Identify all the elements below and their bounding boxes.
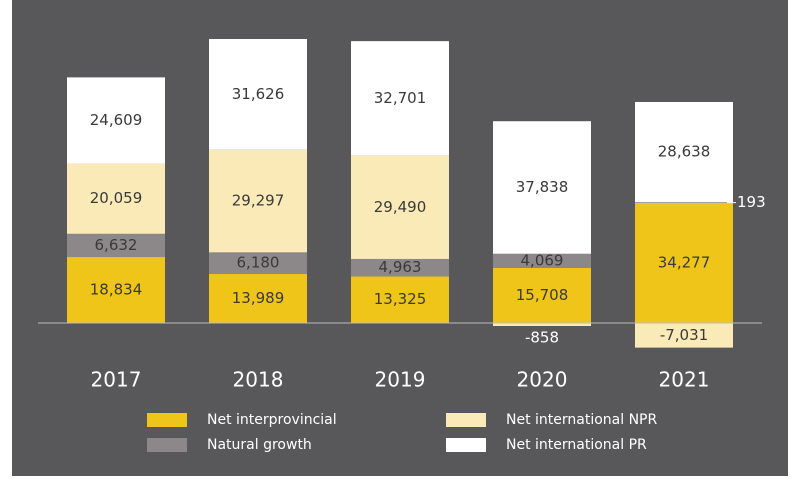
bar-segment bbox=[67, 77, 165, 164]
legend-label: Net international NPR bbox=[506, 412, 658, 428]
legend-swatch bbox=[446, 438, 486, 452]
legend-label: Natural growth bbox=[207, 437, 312, 453]
value-label: 34,277 bbox=[658, 253, 711, 271]
value-label: -7,031 bbox=[660, 326, 708, 344]
bar-segment bbox=[635, 323, 733, 348]
value-label: 13,325 bbox=[374, 290, 427, 308]
value-label: 29,490 bbox=[374, 198, 427, 216]
bar-segment bbox=[209, 39, 307, 150]
x-tick-label: 2020 bbox=[517, 368, 568, 392]
bar-segment bbox=[351, 41, 449, 156]
value-label: 6,180 bbox=[237, 254, 280, 272]
legend-label: Net interprovincial bbox=[207, 412, 337, 428]
legend-swatch bbox=[147, 438, 187, 452]
bar-segment bbox=[351, 155, 449, 259]
value-label: 6,632 bbox=[95, 236, 138, 254]
x-tick-label: 2019 bbox=[375, 368, 426, 392]
bar-segment bbox=[209, 252, 307, 275]
value-label: 24,609 bbox=[90, 111, 143, 129]
bar-segment bbox=[493, 121, 591, 254]
bar-segment bbox=[209, 149, 307, 253]
value-label: 20,059 bbox=[90, 189, 143, 207]
value-label: 29,297 bbox=[232, 192, 285, 210]
legend-swatch bbox=[446, 413, 486, 427]
value-label: -858 bbox=[525, 329, 559, 347]
x-tick-label: 2018 bbox=[233, 368, 284, 392]
value-label: 28,638 bbox=[658, 143, 711, 161]
value-label: 15,708 bbox=[516, 286, 569, 304]
bar-segment bbox=[493, 253, 591, 268]
value-label: 4,963 bbox=[379, 258, 422, 276]
value-label: 18,834 bbox=[90, 281, 143, 299]
bar-segment bbox=[635, 101, 733, 203]
bar-segment bbox=[635, 202, 733, 323]
bar-segment bbox=[493, 267, 591, 323]
value-label: 37,838 bbox=[516, 178, 569, 196]
value-label: 32,701 bbox=[374, 89, 427, 107]
value-label: 193 bbox=[737, 193, 766, 211]
bar-segment bbox=[351, 276, 449, 323]
bar-segment bbox=[67, 163, 165, 234]
bar-segment bbox=[67, 233, 165, 258]
value-label: 31,626 bbox=[232, 85, 285, 103]
value-label: 13,989 bbox=[232, 289, 285, 307]
legend-label: Net international PR bbox=[506, 437, 647, 453]
bar-segment bbox=[493, 323, 591, 327]
bar-segment bbox=[351, 258, 449, 277]
legend-swatch bbox=[147, 413, 187, 427]
value-label: 4,069 bbox=[521, 251, 564, 269]
bar-segment bbox=[635, 202, 733, 203]
x-tick-label: 2017 bbox=[91, 368, 142, 392]
bar-segment bbox=[67, 257, 165, 323]
x-tick-label: 2021 bbox=[659, 368, 710, 392]
bar-segment bbox=[209, 274, 307, 323]
